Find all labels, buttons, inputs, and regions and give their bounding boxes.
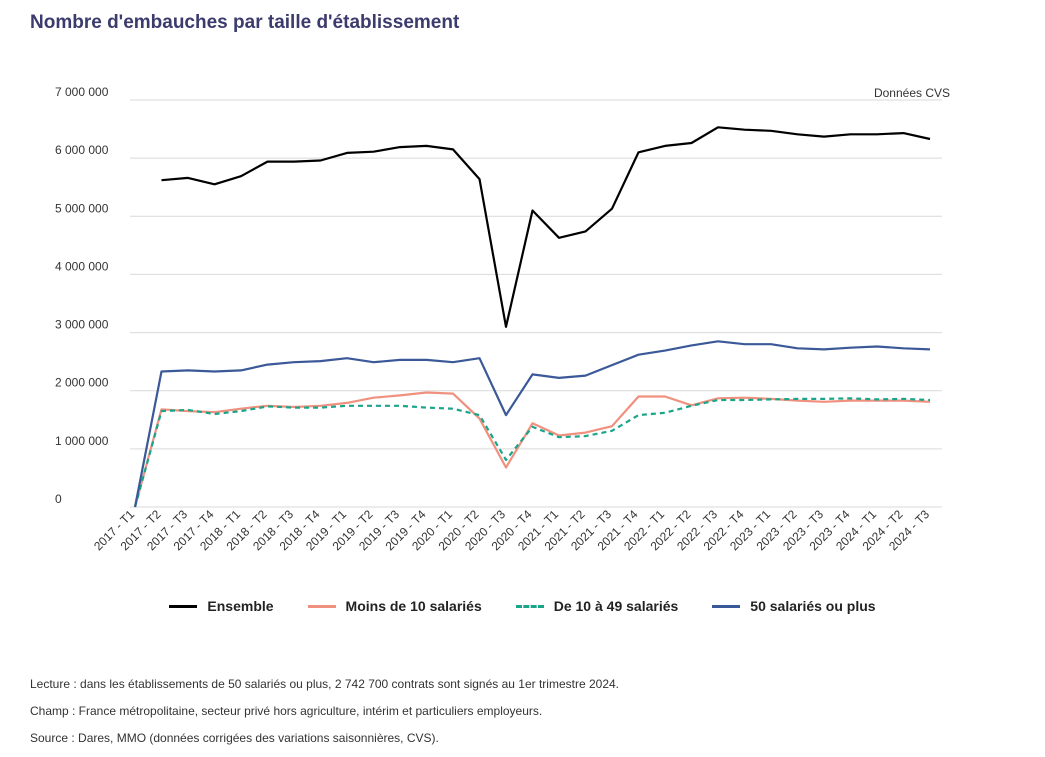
legend-swatch [307,604,336,608]
y-tick-label: 6 000 000 [55,143,109,157]
legend-label: 50 salariés ou plus [750,598,876,614]
y-tick-label: 0 [55,492,62,506]
line-chart: 0 1 000 000 2 000 000 3 000 000 4 000 000 5 0… [55,85,950,553]
legend-swatch [515,604,544,608]
chart-area: 0 1 000 000 2 000 000 3 000 000 4 000 000 5 0… [0,60,1045,660]
y-tick-label: 3 000 000 [55,318,109,332]
legend-item: Moins de 10 salariés [307,598,482,614]
y-tick-label: 4 000 000 [55,259,109,273]
y-axis: 0 1 000 000 2 000 000 3 000 000 4 000 000 5 0… [55,85,109,506]
legend-item: 50 salariés ou plus [712,598,876,614]
legend-label: De 10 à 49 salariés [553,598,679,614]
series-line [133,391,931,508]
y-tick-label: 5 000 000 [55,201,109,215]
legend-swatch [712,604,741,608]
legend-label: Ensemble [207,598,274,614]
chart-title: Nombre d'embauches par taille d'établiss… [30,12,460,33]
legend-swatch [169,604,198,608]
y-tick-label: 2 000 000 [55,376,109,390]
legend-item: Ensemble [169,598,274,614]
gridlines [130,99,942,508]
series-line [161,126,931,328]
note-champ: Champ : France métropolitaine, secteur p… [30,704,543,718]
y-tick-label: 7 000 000 [55,85,109,99]
series-lines [133,126,931,508]
chart-notes: Lecture : dans les établissements de 50 … [30,676,619,757]
legend-label: Moins de 10 salariés [345,598,482,614]
series-line [133,397,931,508]
note-lecture: Lecture : dans les établissements de 50 … [30,677,620,691]
note-source: Source : Dares, MMO (données corrigées d… [30,731,439,745]
legend-item: De 10 à 49 salariés [515,598,679,614]
legend: Ensemble Moins de 10 salariés De 10 à 49 s… [0,598,1045,614]
data-note: Données CVS [874,86,950,100]
series-line [133,340,931,508]
y-tick-label: 1 000 000 [55,434,109,448]
